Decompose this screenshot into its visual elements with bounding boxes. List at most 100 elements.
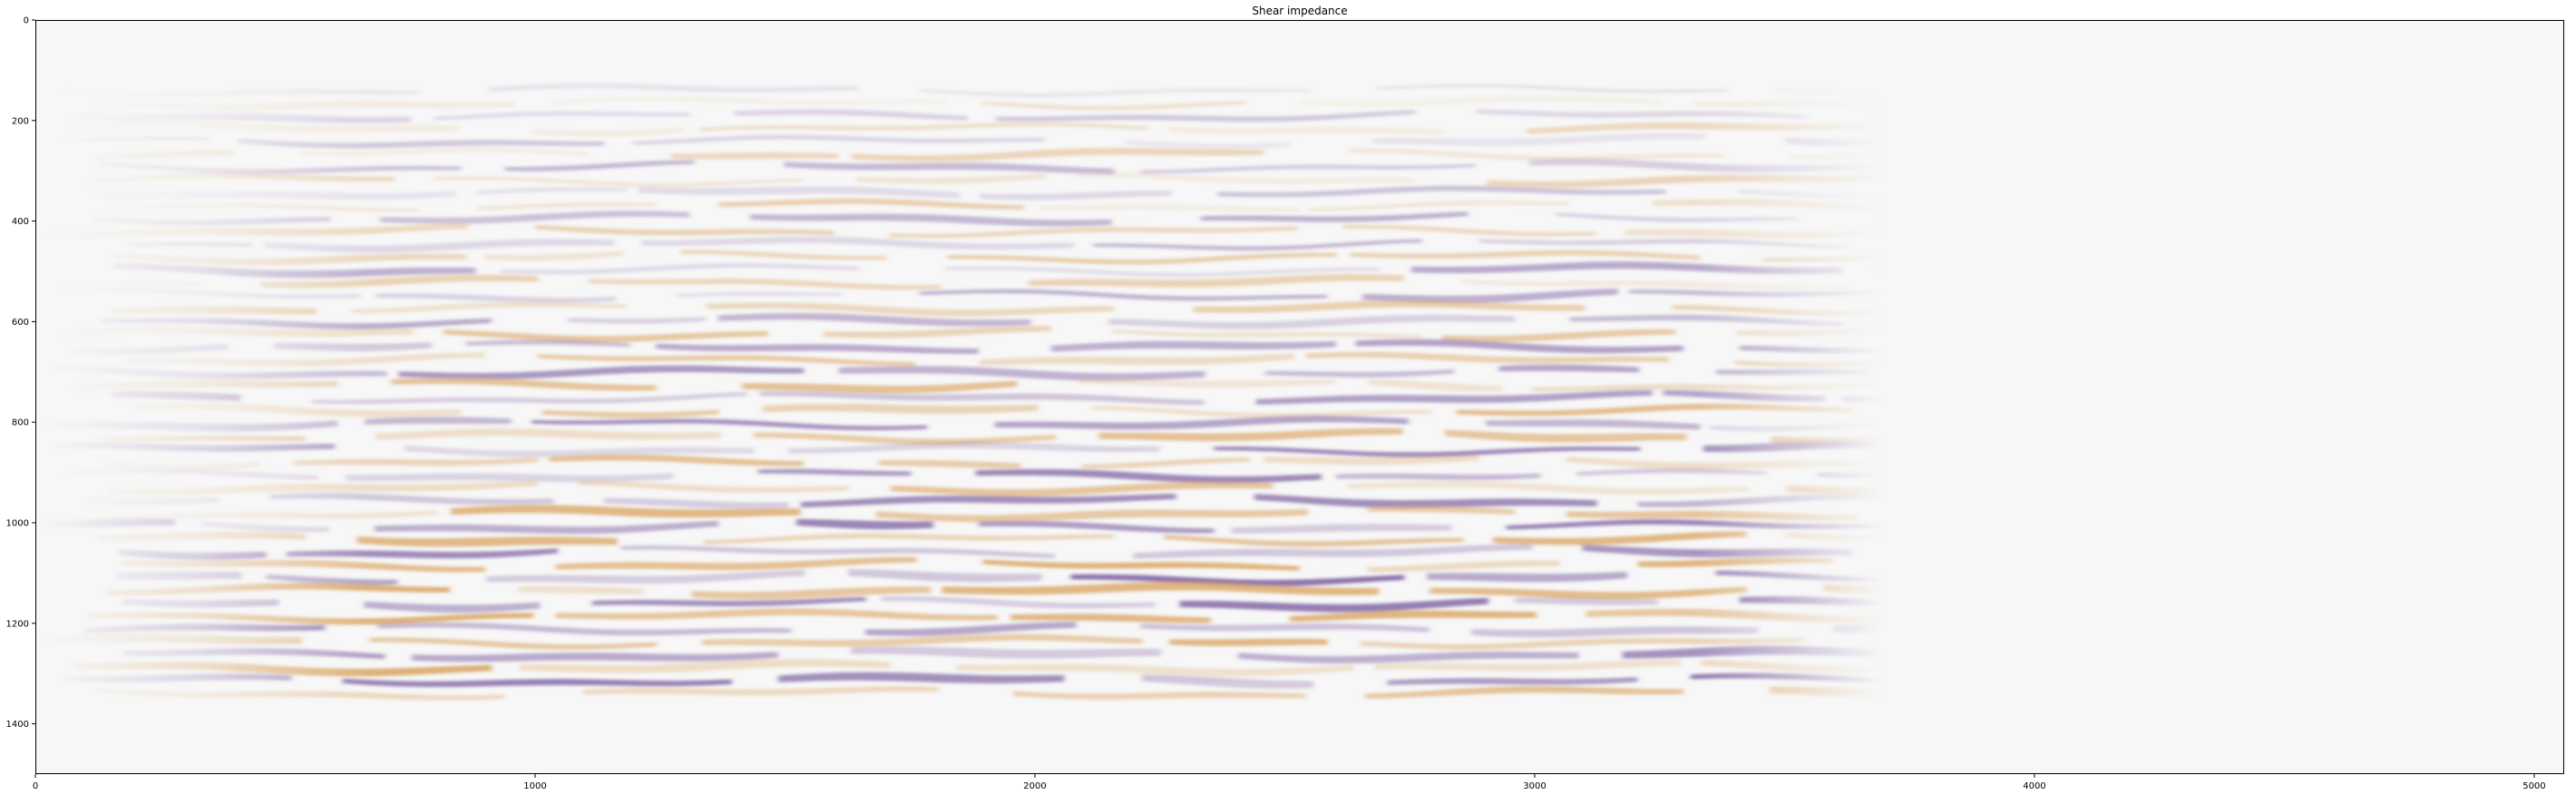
positive-reflector xyxy=(1013,691,1306,701)
positive-reflector xyxy=(1734,359,1885,368)
negative-reflector xyxy=(749,213,1112,227)
positive-reflector xyxy=(1624,229,1885,240)
positive-reflector xyxy=(578,480,849,494)
negative-reflector xyxy=(311,391,747,405)
negative-reflector xyxy=(1254,494,1597,508)
negative-reflector xyxy=(73,344,228,356)
negative-reflector xyxy=(787,441,1160,454)
negative-reflector xyxy=(116,571,241,580)
positive-reflector xyxy=(542,409,719,418)
negative-reflector xyxy=(84,623,326,633)
negative-reflector xyxy=(364,417,512,425)
positive-reflector xyxy=(1029,273,1404,288)
positive-reflector xyxy=(476,202,657,211)
positive-reflector xyxy=(112,252,466,266)
positive-reflector xyxy=(293,457,539,466)
negative-reflector xyxy=(838,366,1205,381)
positive-reflector xyxy=(680,250,887,260)
negative-reflector xyxy=(1737,189,1885,201)
negative-reflector xyxy=(1556,212,1798,222)
negative-reflector xyxy=(60,136,210,142)
negative-reflector xyxy=(1486,419,1701,430)
positive-reflector xyxy=(72,379,338,391)
negative-reflector xyxy=(848,568,1042,583)
negative-reflector xyxy=(1663,389,1826,402)
negative-reflector xyxy=(1637,494,1885,507)
negative-reflector xyxy=(1336,473,1541,480)
negative-reflector xyxy=(434,111,691,121)
negative-reflector xyxy=(677,291,844,298)
negative-reflector xyxy=(1833,623,1885,633)
positive-reflector xyxy=(1527,122,1885,134)
positive-reflector xyxy=(1309,201,1569,211)
positive-reflector xyxy=(1349,148,1723,162)
positive-reflector xyxy=(135,403,462,417)
positive-reflector xyxy=(93,510,438,521)
negative-reflector xyxy=(465,339,630,348)
negative-reflector xyxy=(269,493,554,505)
negative-reflector xyxy=(1427,572,1627,583)
positive-reflector xyxy=(1672,305,1885,316)
positive-reflector xyxy=(555,608,998,621)
positive-reflector xyxy=(1078,378,1336,388)
y-tick-label: 600 xyxy=(12,318,29,328)
positive-reflector xyxy=(1264,455,1479,466)
negative-reflector xyxy=(1874,268,1885,273)
positive-reflector xyxy=(1098,427,1403,442)
positive-reflector xyxy=(1487,174,1879,188)
positive-reflector xyxy=(1092,405,1432,418)
positive-reflector xyxy=(1566,510,1859,521)
negative-reflector xyxy=(405,445,755,458)
positive-reflector xyxy=(1566,456,1885,470)
negative-reflector xyxy=(266,574,398,585)
positive-reflector xyxy=(1290,610,1537,623)
positive-reflector xyxy=(823,326,1051,339)
negative-reflector xyxy=(486,569,805,584)
positive-reflector xyxy=(1342,224,1596,237)
positive-reflector xyxy=(532,128,684,137)
x-tick-label: 4000 xyxy=(2023,781,2045,791)
negative-reflector xyxy=(345,473,673,483)
negative-reflector xyxy=(1529,158,1885,172)
plot-area xyxy=(35,20,2564,774)
positive-reflector xyxy=(483,250,624,261)
negative-reflector xyxy=(73,288,360,299)
positive-reflector xyxy=(121,559,486,573)
negative-reflector xyxy=(1362,288,1618,304)
positive-reflector xyxy=(1374,659,1681,672)
negative-reflector xyxy=(1372,132,1704,146)
negative-reflector xyxy=(118,549,267,561)
negative-reflector xyxy=(1775,87,1885,97)
x-tick-label: 2000 xyxy=(1023,781,1046,791)
negative-reflector xyxy=(412,652,778,662)
positive-reflector xyxy=(92,150,234,161)
negative-reflector xyxy=(364,601,541,613)
positive-reflector xyxy=(93,688,504,701)
negative-reflector xyxy=(656,343,979,354)
positive-reflector xyxy=(45,222,469,239)
positive-reflector xyxy=(717,198,1024,211)
positive-reflector xyxy=(582,686,939,696)
negative-reflector xyxy=(1471,626,1759,638)
positive-reflector xyxy=(549,454,804,466)
negative-reflector xyxy=(57,365,387,379)
negative-reflector xyxy=(1715,570,1885,582)
negative-reflector xyxy=(638,186,961,199)
negative-reflector xyxy=(1576,467,1768,476)
negative-reflector xyxy=(62,673,292,682)
positive-reflector xyxy=(1075,172,1415,184)
positive-reflector xyxy=(111,306,317,315)
negative-reflector xyxy=(36,518,175,528)
positive-reflector xyxy=(73,662,493,677)
x-tick-label: 3000 xyxy=(1523,781,1546,791)
negative-reflector xyxy=(376,293,617,303)
negative-reflector xyxy=(377,622,792,636)
positive-reflector xyxy=(555,556,917,571)
positive-reflector xyxy=(1193,299,1586,313)
negative-reflector xyxy=(101,318,492,329)
negative-reflector xyxy=(532,418,928,431)
positive-reflector xyxy=(1586,608,1885,623)
positive-reflector xyxy=(519,659,891,673)
x-tick-label: 1000 xyxy=(523,781,546,791)
positive-reflector xyxy=(1111,329,1423,339)
